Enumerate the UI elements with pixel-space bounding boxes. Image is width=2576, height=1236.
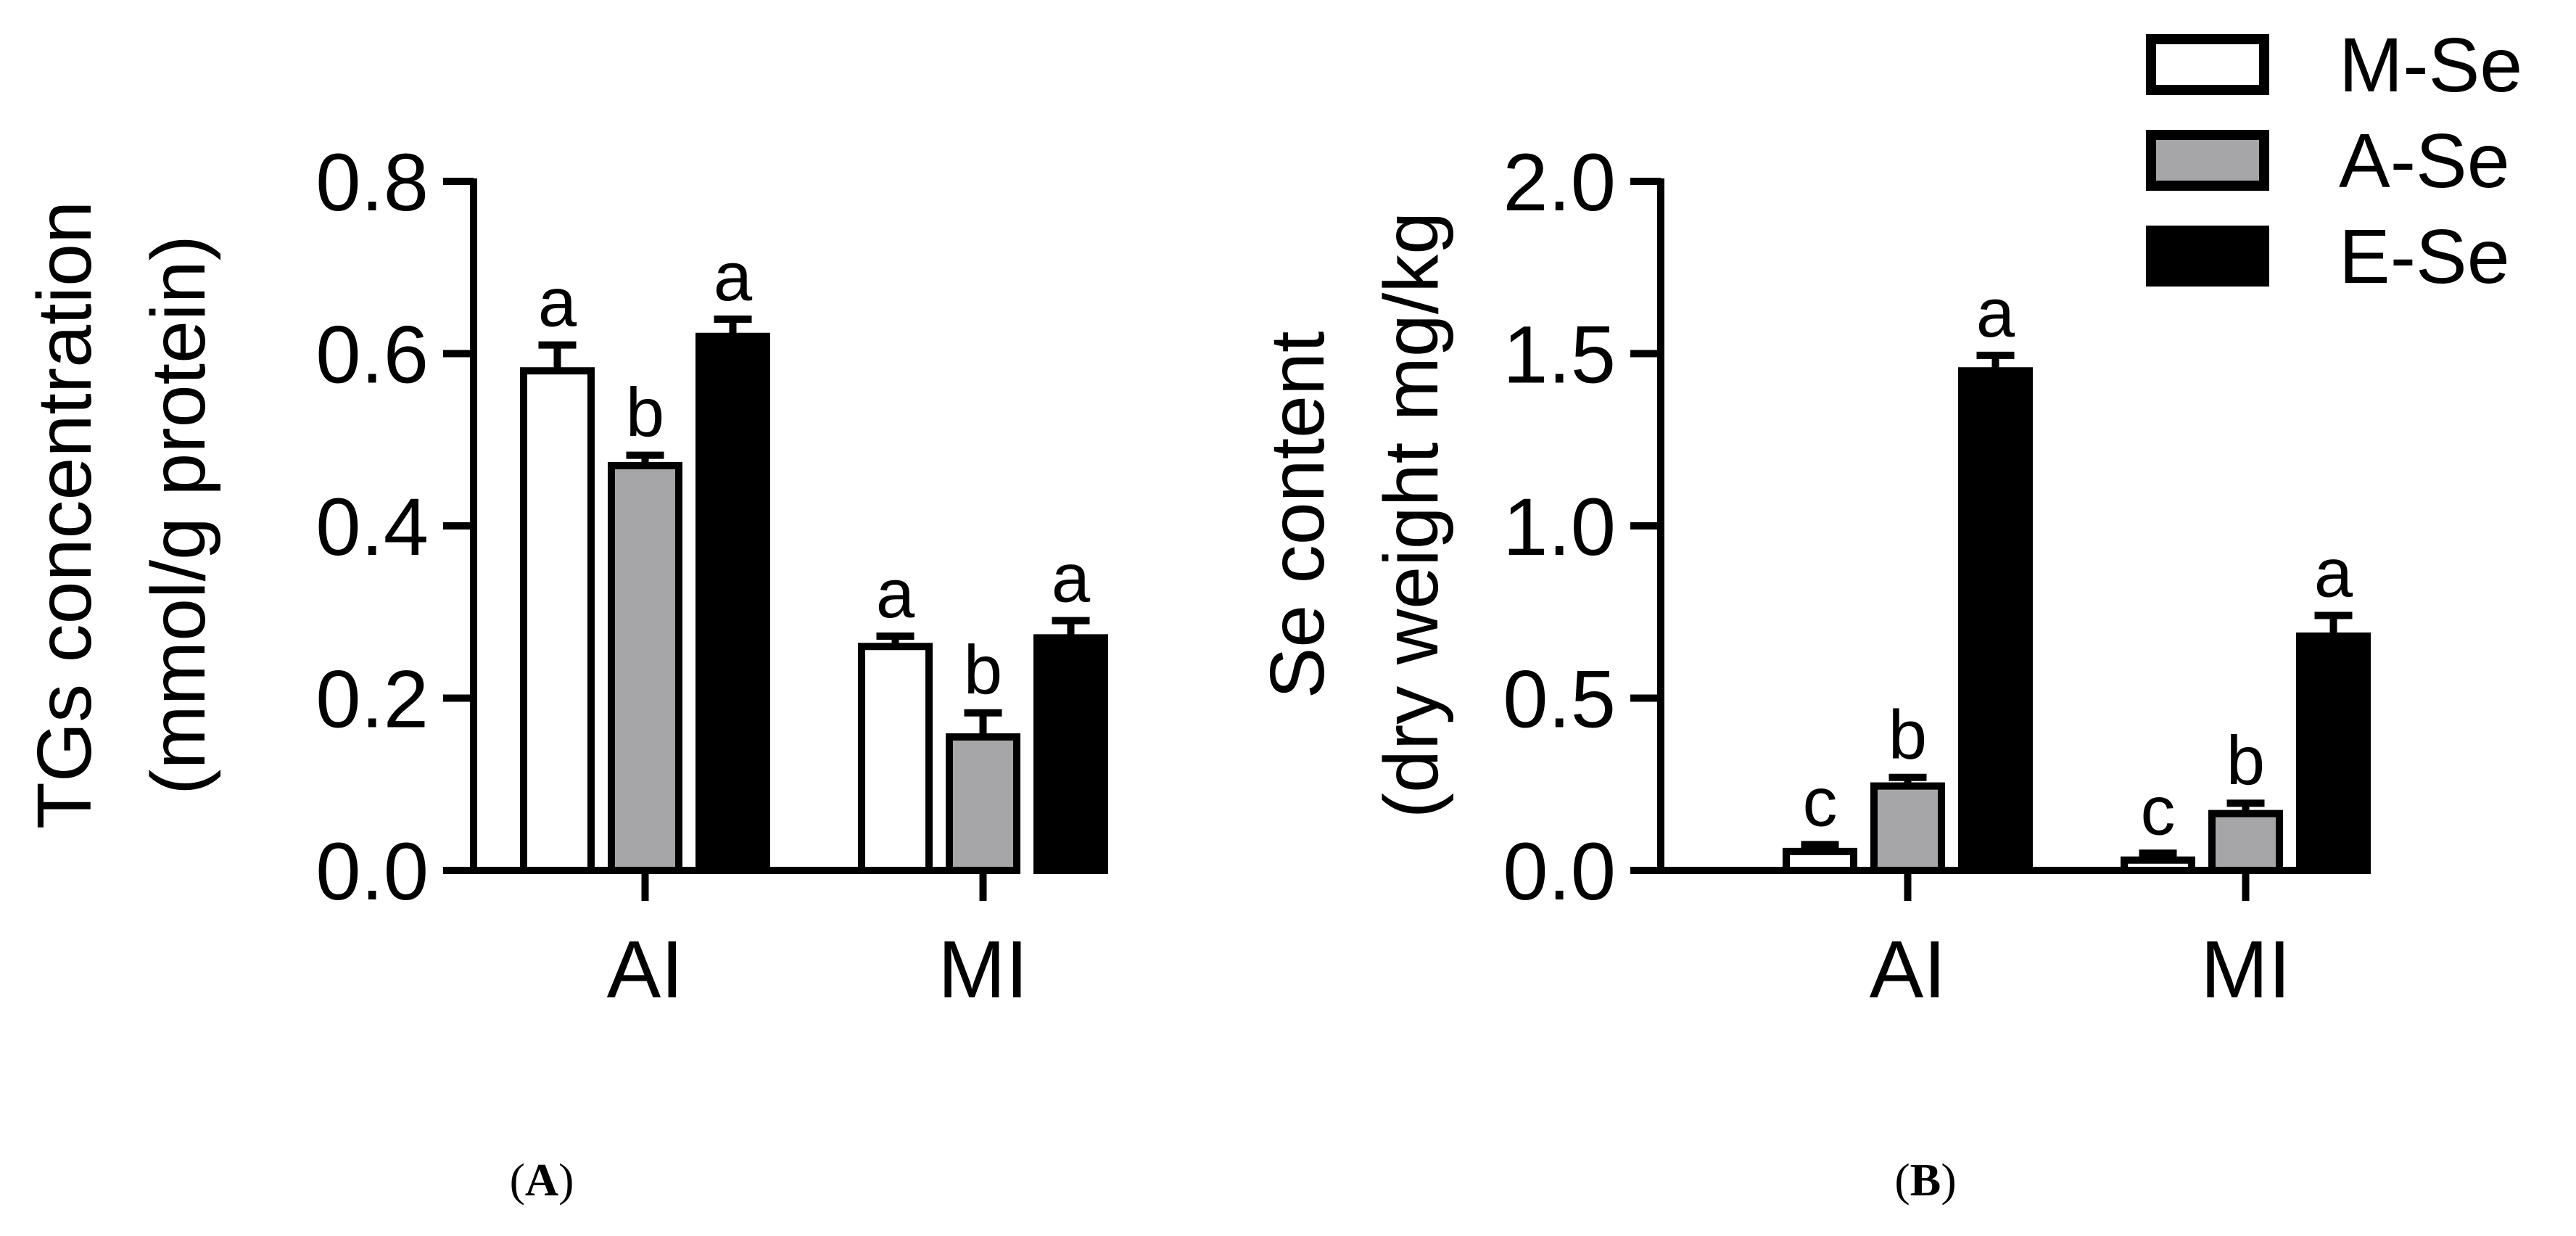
legend-item-m-se: M-Se xyxy=(2146,22,2522,108)
panel-a-label-close: ) xyxy=(558,1154,574,1206)
legend-label-m-se: M-Se xyxy=(2339,22,2522,108)
panel-a-bar-m-se-0 xyxy=(520,367,595,874)
panel-a-chart: TGs concentration (mmol/g protein) 0.0 0.… xyxy=(22,137,1108,1015)
panel-b-sig-a-se-1: b xyxy=(2226,722,2265,799)
panel-b-label-open: ( xyxy=(1894,1154,1910,1206)
panel-a-sig-e-se-1: a xyxy=(1052,540,1091,617)
panel-b-y-tick-label-3: 1.5 xyxy=(1503,310,1616,400)
panel-b-ylabel-line2: (dry weight mg/kg xyxy=(1368,212,1454,819)
panel-a-label: (A) xyxy=(510,1154,574,1206)
panel-a-sig-m-se-0: a xyxy=(538,264,577,342)
panel-a-sig-m-se-1: a xyxy=(876,555,915,633)
panel-a-bar-a-se-1 xyxy=(946,733,1020,874)
panel-a-label-letter: A xyxy=(525,1154,558,1206)
panel-b-label-close: ) xyxy=(1941,1154,1956,1206)
panel-b-sig-m-se-1: c xyxy=(2141,772,2176,849)
legend-label-a-se: A-Se xyxy=(2339,118,2510,204)
panel-b-bar-e-se-1 xyxy=(2296,633,2371,874)
panel-b-bar-m-se-1 xyxy=(2121,856,2195,874)
panel-a-y-tick-label-0: 0.0 xyxy=(315,826,429,917)
panel-a-sig-e-se-0: a xyxy=(714,238,753,316)
panel-a-sig-a-se-0: b xyxy=(626,374,664,452)
legend-item-e-se: E-Se xyxy=(2146,214,2510,300)
panel-a-y-tick-label-4: 0.8 xyxy=(315,137,429,228)
panel-b-bar-e-se-0 xyxy=(1958,367,2033,874)
panel-a-label-open: ( xyxy=(510,1154,525,1206)
legend: M-Se A-Se E-Se xyxy=(2146,22,2522,300)
panel-a-bar-e-se-1 xyxy=(1033,634,1108,874)
panel-a-x-tick-label-1: MI xyxy=(938,924,1028,1015)
panel-b-bar-a-se-1 xyxy=(2208,809,2283,874)
panel-a-bar-e-se-0 xyxy=(695,332,770,874)
panel-b-chart: Se content (dry weight mg/kg 0.0 0.5 1.0 1.… xyxy=(1255,137,2371,1015)
legend-label-e-se: E-Se xyxy=(2339,214,2510,300)
panel-a-bar-m-se-1 xyxy=(858,643,933,874)
legend-swatch-a-se xyxy=(2146,130,2269,191)
panel-b-label: (B) xyxy=(1894,1154,1956,1206)
panel-b-sig-e-se-1: a xyxy=(2314,535,2353,612)
panel-a-y-tick-label-2: 0.4 xyxy=(315,482,429,572)
panel-b-sig-e-se-0: a xyxy=(1976,274,2015,352)
panel-a-ylabel-line1: TGs concentration xyxy=(22,201,107,829)
panel-b-x-tick-label-1: MI xyxy=(2200,924,2290,1015)
panel-b-bar-a-se-0 xyxy=(1870,782,1945,874)
panel-b-y-tick-label-2: 1.0 xyxy=(1503,482,1616,572)
panel-b-y-tick-label-4: 2.0 xyxy=(1503,137,1616,228)
panel-b-sig-a-se-0: b xyxy=(1888,696,1927,774)
legend-item-a-se: A-Se xyxy=(2146,118,2510,204)
legend-swatch-e-se xyxy=(2146,226,2269,287)
panel-a-bar-a-se-0 xyxy=(608,461,682,874)
panel-a-ylabel-line2: (mmol/g protein) xyxy=(136,235,221,795)
panel-b-ylabel-line1: Se content xyxy=(1255,331,1340,699)
panel-a-y-tick-label-3: 0.6 xyxy=(315,310,429,400)
panel-b-x-tick-label-0: AI xyxy=(1870,924,1947,1015)
panel-b-y-tick-label-0: 0.0 xyxy=(1503,826,1616,917)
panel-b-sig-m-se-0: c xyxy=(1803,763,1838,841)
panel-a-x-tick-label-0: AI xyxy=(607,924,684,1015)
panel-b-y-tick-label-1: 0.5 xyxy=(1503,654,1616,745)
panel-b-label-letter: B xyxy=(1910,1154,1941,1206)
panel-a-y-tick-label-1: 0.2 xyxy=(315,654,429,745)
panel-b-bar-m-se-0 xyxy=(1783,847,1857,874)
panel-a-sig-a-se-1: b xyxy=(964,632,1002,709)
legend-swatch-m-se xyxy=(2146,34,2269,95)
